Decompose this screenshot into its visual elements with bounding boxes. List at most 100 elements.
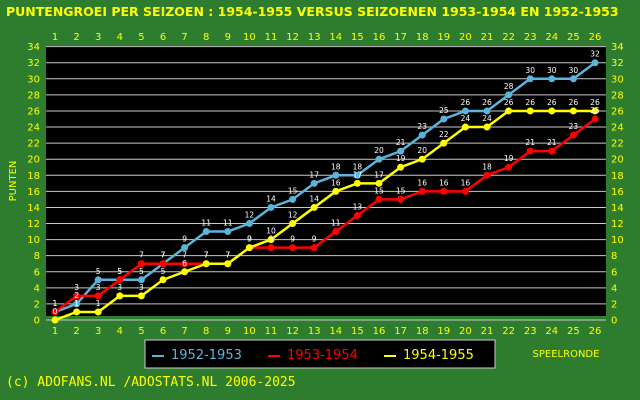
legend-label-1954-1955: 1954-1955 (403, 348, 474, 363)
data-label: 26 (504, 98, 514, 107)
data-point (353, 179, 361, 187)
data-point (73, 292, 81, 300)
data-label: 11 (331, 219, 341, 228)
data-point (418, 131, 426, 139)
x-tick-label-top: 10 (243, 32, 256, 43)
data-label: 7 (161, 251, 166, 260)
data-point (526, 107, 534, 115)
data-point (375, 179, 383, 187)
data-point (267, 236, 275, 244)
data-point (505, 91, 513, 99)
x-tick-label-top: 25 (567, 32, 580, 43)
x-tick-label: 7 (181, 326, 187, 337)
data-label: 19 (504, 154, 514, 163)
x-tick-label-top: 24 (545, 32, 558, 43)
x-tick-label-top: 1 (52, 32, 58, 43)
y-tick-label: 4 (34, 283, 40, 294)
x-tick-label: 4 (117, 326, 123, 337)
y-tick-label: 2 (34, 299, 40, 310)
data-point (526, 147, 534, 155)
data-label: 25 (590, 106, 600, 115)
y-tick-label-right: 8 (611, 251, 617, 262)
data-label: 25 (439, 106, 449, 115)
data-label: 26 (590, 98, 600, 107)
y-tick-label-right: 20 (611, 155, 624, 166)
y-tick-label-right: 34 (611, 42, 624, 53)
data-point (159, 260, 167, 268)
data-point (332, 171, 340, 179)
data-label: 24 (461, 114, 471, 123)
data-point (440, 187, 448, 195)
data-point (526, 75, 534, 83)
y-tick-label: 18 (27, 171, 40, 182)
data-point (245, 220, 253, 228)
data-label: 28 (504, 82, 514, 91)
x-tick-label: 20 (459, 326, 472, 337)
x-tick-label-top: 26 (589, 32, 602, 43)
data-label: 30 (525, 66, 535, 75)
x-tick-label-top: 18 (416, 32, 429, 43)
x-tick-label: 11 (265, 326, 278, 337)
data-point (397, 147, 405, 155)
data-point (505, 163, 513, 171)
data-label: 26 (525, 98, 535, 107)
y-tick-label-right: 4 (611, 283, 617, 294)
data-label: 12 (288, 211, 298, 220)
y-tick-label: 8 (34, 251, 40, 262)
data-label: 23 (569, 122, 579, 131)
data-label: 7 (161, 251, 166, 260)
x-tick-label-top: 14 (329, 32, 342, 43)
data-label: 16 (439, 178, 449, 187)
data-label: 3 (117, 283, 122, 292)
series-line-1952-1953 (54, 61, 596, 314)
data-label: 17 (309, 170, 319, 179)
legend-label-1952-1953: 1952-1953 (171, 348, 242, 363)
data-point (440, 115, 448, 123)
x-tick-label-top: 23 (524, 32, 537, 43)
data-point (569, 107, 577, 115)
x-tick-label: 12 (286, 326, 299, 337)
data-label: 12 (245, 211, 255, 220)
y-tick-label-right: 28 (611, 90, 624, 101)
data-label: 11 (201, 219, 211, 228)
y-axis-label: PUNTEN (8, 161, 19, 202)
y-tick-label: 24 (27, 123, 40, 134)
legend-label-1953-1954: 1953-1954 (287, 348, 358, 363)
x-tick-label-top: 2 (73, 32, 79, 43)
data-point (245, 244, 253, 252)
data-point (353, 211, 361, 219)
data-label: 1 (96, 299, 101, 308)
data-point (181, 268, 189, 276)
y-tick-label: 12 (27, 219, 40, 230)
data-label: 13 (353, 202, 363, 211)
data-point (375, 195, 383, 203)
data-label: 30 (569, 66, 579, 75)
x-tick-label: 25 (567, 326, 580, 337)
data-label: 19 (396, 154, 406, 163)
data-point (224, 260, 232, 268)
data-point (159, 276, 167, 284)
data-point (310, 244, 318, 252)
data-point (94, 308, 102, 316)
data-label: 11 (223, 219, 233, 228)
data-point (310, 179, 318, 187)
x-tick-label: 5 (138, 326, 144, 337)
x-tick-label-top: 5 (138, 32, 144, 43)
x-tick-label: 15 (351, 326, 364, 337)
x-tick-label-top: 11 (265, 32, 278, 43)
series-line-1954-1955 (54, 109, 595, 322)
data-label: 26 (461, 98, 471, 107)
data-label: 22 (439, 130, 449, 139)
chart-title: PUNTENGROEI PER SEIZOEN : 1954-1955 VERS… (6, 4, 619, 19)
data-point (548, 75, 556, 83)
data-label: 5 (139, 267, 144, 276)
x-tick-label: 21 (481, 326, 494, 337)
data-point (483, 123, 491, 131)
data-label: 0 (53, 307, 58, 316)
plot-area (46, 46, 606, 316)
data-point (548, 107, 556, 115)
y-tick-label-right: 0 (611, 316, 617, 327)
data-point (224, 228, 232, 236)
x-tick-label-top: 19 (437, 32, 450, 43)
data-point (332, 187, 340, 195)
